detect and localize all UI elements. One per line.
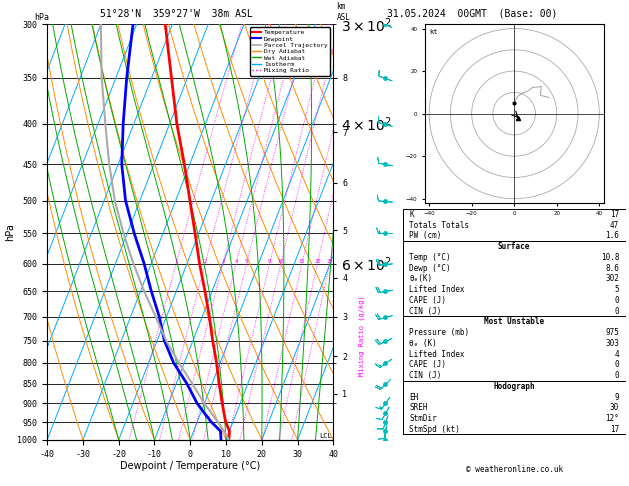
Text: 15: 15 — [299, 259, 305, 263]
Text: km
ASL: km ASL — [337, 2, 350, 22]
Text: 25: 25 — [326, 259, 333, 263]
Text: Surface: Surface — [498, 242, 530, 251]
Text: 3: 3 — [221, 259, 225, 263]
Text: Temp (°C): Temp (°C) — [409, 253, 451, 262]
Text: PW (cm): PW (cm) — [409, 231, 442, 241]
Text: Pressure (mb): Pressure (mb) — [409, 328, 469, 337]
Text: K: K — [409, 210, 414, 219]
Text: EH: EH — [409, 393, 418, 401]
Text: Most Unstable: Most Unstable — [484, 317, 544, 327]
Text: 9: 9 — [615, 393, 619, 401]
Text: Lifted Index: Lifted Index — [409, 285, 465, 294]
Text: SREH: SREH — [409, 403, 428, 413]
Text: 51°28'N  359°27'W  38m ASL: 51°28'N 359°27'W 38m ASL — [99, 9, 252, 18]
Text: 1: 1 — [174, 259, 178, 263]
Text: 975: 975 — [605, 328, 619, 337]
Text: Hodograph: Hodograph — [493, 382, 535, 391]
Text: 8: 8 — [268, 259, 271, 263]
Text: 20: 20 — [314, 259, 321, 263]
Text: 302: 302 — [605, 275, 619, 283]
Text: StmDir: StmDir — [409, 414, 437, 423]
Text: © weatheronline.co.uk: © weatheronline.co.uk — [465, 465, 563, 474]
Text: hPa: hPa — [35, 13, 50, 22]
Text: CIN (J): CIN (J) — [409, 307, 442, 316]
Text: Dewp (°C): Dewp (°C) — [409, 264, 451, 273]
Text: 1.6: 1.6 — [605, 231, 619, 241]
Text: Totals Totals: Totals Totals — [409, 221, 469, 230]
Text: 4: 4 — [235, 259, 238, 263]
Text: 17: 17 — [610, 210, 619, 219]
Text: CAPE (J): CAPE (J) — [409, 361, 446, 369]
Text: CAPE (J): CAPE (J) — [409, 296, 446, 305]
Text: 47: 47 — [610, 221, 619, 230]
Text: StmSpd (kt): StmSpd (kt) — [409, 425, 460, 434]
Text: Mixing Ratio (g/kg): Mixing Ratio (g/kg) — [359, 295, 365, 376]
Text: 30: 30 — [610, 403, 619, 413]
Text: 10: 10 — [277, 259, 284, 263]
Text: 303: 303 — [605, 339, 619, 348]
Text: 0: 0 — [615, 296, 619, 305]
Text: 0: 0 — [615, 361, 619, 369]
Text: CIN (J): CIN (J) — [409, 371, 442, 380]
Text: 5: 5 — [615, 285, 619, 294]
Text: Lifted Index: Lifted Index — [409, 349, 465, 359]
Text: 31.05.2024  00GMT  (Base: 00): 31.05.2024 00GMT (Base: 00) — [387, 9, 557, 18]
Text: 0: 0 — [615, 371, 619, 380]
Y-axis label: hPa: hPa — [4, 223, 14, 241]
Text: 10.8: 10.8 — [601, 253, 619, 262]
Legend: Temperature, Dewpoint, Parcel Trajectory, Dry Adiabat, Wet Adiabat, Isotherm, Mi: Temperature, Dewpoint, Parcel Trajectory… — [250, 27, 330, 76]
X-axis label: Dewpoint / Temperature (°C): Dewpoint / Temperature (°C) — [120, 461, 260, 471]
Text: θₑ (K): θₑ (K) — [409, 339, 437, 348]
Text: kt: kt — [429, 29, 438, 35]
Text: 2: 2 — [203, 259, 207, 263]
Text: 12°: 12° — [605, 414, 619, 423]
Text: θₑ(K): θₑ(K) — [409, 275, 432, 283]
Text: 5: 5 — [245, 259, 248, 263]
Text: 8.6: 8.6 — [605, 264, 619, 273]
Text: LCL: LCL — [320, 434, 332, 439]
Text: 4: 4 — [615, 349, 619, 359]
Text: 0: 0 — [615, 307, 619, 316]
Text: 17: 17 — [610, 425, 619, 434]
